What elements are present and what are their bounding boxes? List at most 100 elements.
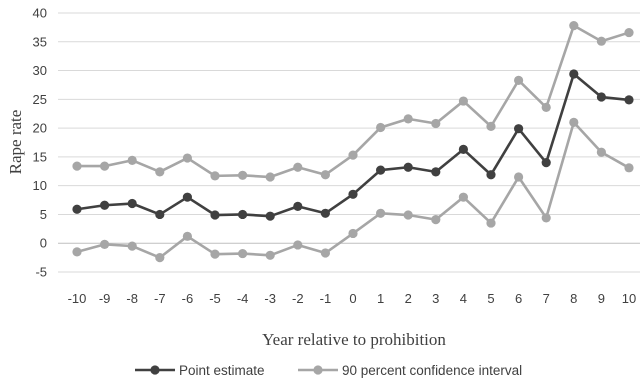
- data-point-marker: [514, 75, 524, 85]
- x-tick-label: -3: [264, 291, 276, 306]
- data-point-marker: [486, 218, 496, 228]
- legend-swatch-marker: [150, 365, 160, 375]
- x-tick-label: -6: [182, 291, 194, 306]
- x-tick-label: 1: [377, 291, 384, 306]
- data-point-marker: [182, 192, 192, 202]
- data-point-marker: [486, 170, 496, 180]
- series-lines: [72, 21, 634, 263]
- data-point-marker: [293, 240, 303, 250]
- data-point-marker: [486, 121, 496, 131]
- data-point-marker: [100, 200, 110, 210]
- x-tick-label: 5: [487, 291, 494, 306]
- y-tick-label: -5: [35, 265, 47, 280]
- x-tick-label: 2: [405, 291, 412, 306]
- data-point-marker: [569, 117, 579, 127]
- data-point-marker: [624, 27, 634, 38]
- x-tick-label: -9: [99, 291, 111, 306]
- data-point-marker: [238, 248, 248, 259]
- data-point-marker: [238, 170, 248, 180]
- y-tick-label: 40: [33, 6, 47, 21]
- y-tick-labels: -5 0 5 10 15 20 25 30 35 40: [33, 6, 47, 280]
- data-point-marker: [596, 147, 607, 157]
- data-point-marker: [403, 114, 413, 124]
- legend: Point estimate 90 percent confidence inte…: [135, 363, 522, 378]
- y-tick-label: 35: [33, 34, 47, 49]
- data-point-marker: [431, 215, 441, 225]
- data-point-marker: [569, 21, 579, 31]
- series-0: [72, 69, 634, 221]
- data-point-marker: [127, 241, 137, 251]
- legend-item: Point estimate: [135, 363, 265, 378]
- data-point-marker: [210, 171, 220, 181]
- data-point-marker: [293, 201, 303, 211]
- data-point-marker: [403, 210, 413, 220]
- data-point-marker: [376, 165, 386, 175]
- data-point-marker: [541, 213, 551, 223]
- data-point-marker: [182, 153, 192, 163]
- legend-label: Point estimate: [179, 363, 265, 378]
- data-point-marker: [320, 208, 330, 218]
- x-tick-label: -8: [126, 291, 138, 306]
- data-point-marker: [72, 247, 82, 257]
- x-tick-label: 7: [543, 291, 550, 306]
- x-axis-title: Year relative to prohibition: [262, 330, 446, 349]
- series-2: [72, 117, 634, 263]
- y-tick-label: 25: [33, 92, 47, 107]
- data-point-marker: [348, 228, 358, 239]
- data-point-marker: [320, 248, 330, 258]
- data-point-marker: [458, 192, 468, 202]
- data-point-marker: [293, 162, 303, 172]
- data-point-marker: [72, 204, 82, 214]
- data-point-marker: [431, 167, 441, 177]
- data-point-marker: [624, 95, 634, 105]
- data-point-marker: [127, 155, 137, 165]
- data-point-marker: [238, 209, 248, 220]
- x-tick-label: 8: [570, 291, 577, 306]
- data-point-marker: [596, 92, 607, 102]
- data-point-marker: [127, 198, 137, 209]
- series-1: [72, 21, 634, 182]
- data-point-marker: [100, 239, 110, 249]
- data-point-marker: [210, 210, 220, 220]
- data-point-marker: [320, 170, 330, 180]
- x-tick-label: 6: [515, 291, 522, 306]
- x-tick-label: -10: [68, 291, 87, 306]
- data-point-marker: [624, 163, 634, 173]
- x-tick-label: -7: [154, 291, 166, 306]
- legend-swatch-marker: [313, 365, 323, 375]
- data-point-marker: [458, 96, 468, 106]
- data-point-marker: [155, 209, 165, 220]
- data-point-marker: [403, 162, 413, 172]
- data-point-marker: [155, 167, 165, 177]
- x-tick-label: -1: [320, 291, 332, 306]
- y-tick-label: 0: [40, 236, 47, 251]
- data-point-marker: [431, 118, 441, 129]
- data-point-marker: [541, 102, 551, 112]
- x-tick-label: 9: [598, 291, 605, 306]
- data-point-marker: [72, 161, 82, 171]
- y-tick-label: 15: [33, 149, 47, 164]
- data-point-marker: [569, 69, 579, 79]
- data-point-marker: [348, 150, 358, 160]
- data-point-marker: [376, 122, 386, 133]
- data-point-marker: [265, 172, 275, 182]
- y-tick-label: 30: [33, 63, 47, 78]
- data-point-marker: [541, 158, 551, 168]
- x-tick-label: -5: [209, 291, 221, 306]
- x-tick-labels: -10 -9 -8 -7 -6 -5 -4 -3 -2 -1 0 1 2 3 4 5 6 7 8 9 10: [68, 291, 637, 306]
- data-point-marker: [100, 161, 110, 171]
- data-point-marker: [458, 144, 468, 155]
- data-point-marker: [210, 249, 220, 259]
- data-point-marker: [514, 124, 524, 134]
- legend-label: 90 percent confidence interval: [342, 363, 522, 378]
- data-point-marker: [514, 172, 524, 182]
- data-point-marker: [376, 208, 386, 218]
- x-tick-label: 4: [460, 291, 467, 306]
- data-point-marker: [155, 253, 165, 263]
- y-tick-label: 5: [40, 207, 47, 222]
- x-tick-label: -2: [292, 291, 304, 306]
- y-tick-label: 10: [33, 178, 47, 193]
- y-axis-title: Rape rate: [6, 110, 25, 175]
